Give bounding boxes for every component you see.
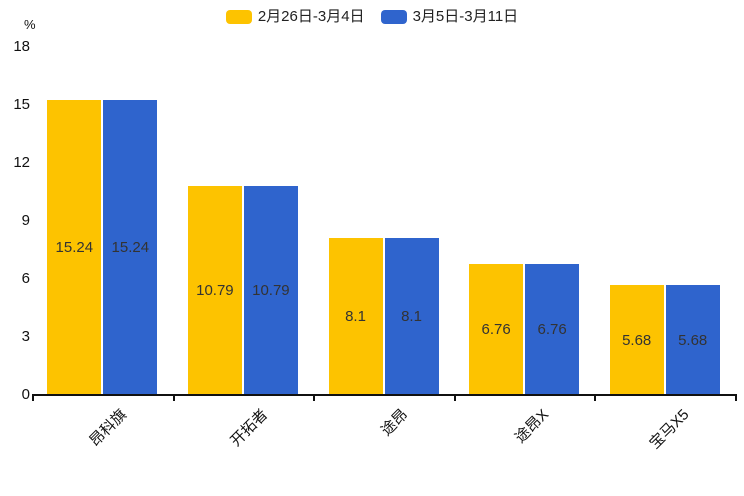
bar-value-label: 8.1 [345, 308, 366, 326]
x-axis-line [32, 394, 737, 396]
bar-series1-途昂X[interactable]: 6.76 [525, 264, 580, 395]
bar-series0-开拓者[interactable]: 10.79 [187, 186, 242, 395]
bar-series1-宝马X5[interactable]: 5.68 [665, 285, 720, 395]
bar-series0-宝马X5[interactable]: 5.68 [609, 285, 664, 395]
legend-swatch-icon [380, 10, 407, 24]
y-axis-tick-label: 6 [21, 270, 30, 287]
bar-value-label: 10.79 [196, 282, 234, 300]
x-axis-tick [172, 395, 175, 401]
y-axis-tick-label: 9 [21, 212, 30, 229]
y-axis-tick-label: 12 [13, 154, 30, 171]
x-axis-category-label: 途昂 [378, 406, 412, 440]
x-axis-tick [453, 395, 456, 401]
y-axis-tick-label: 15 [13, 96, 30, 113]
bar-value-label: 6.76 [537, 321, 567, 339]
legend-item-1[interactable]: 3月5日-3月11日 [380, 8, 519, 26]
x-axis-tick [594, 395, 597, 401]
bar-value-label: 8.1 [401, 308, 422, 326]
x-axis-category-label: 途昂X [511, 406, 553, 447]
y-axis-tick-label: 3 [21, 328, 30, 345]
bar-series0-途昂X[interactable]: 6.76 [469, 264, 524, 395]
x-axis-category-label: 昂科旗 [86, 406, 131, 450]
legend-swatch-icon [225, 10, 252, 24]
bar-value-label: 15.24 [111, 239, 150, 257]
legend-label: 2月26日-3月4日 [257, 8, 365, 25]
bar-value-label: 5.68 [622, 331, 652, 349]
bar-value-label: 15.24 [55, 239, 94, 257]
bar-series1-昂科旗[interactable]: 15.24 [103, 100, 158, 395]
x-axis-tick [735, 395, 737, 401]
bar-series1-开拓者[interactable]: 10.79 [243, 186, 298, 395]
legend-label: 3月5日-3月11日 [412, 8, 519, 25]
y-axis-tick-label: 0 [21, 386, 30, 403]
x-axis-tick [313, 395, 316, 401]
y-axis-tick-label: 18 [13, 38, 30, 55]
bar-value-label: 6.76 [481, 321, 511, 339]
bar-value-label: 5.68 [678, 331, 708, 349]
bar-series1-途昂[interactable]: 8.1 [384, 238, 439, 395]
bar-series0-途昂[interactable]: 8.1 [328, 238, 383, 395]
bar-series0-昂科旗[interactable]: 15.24 [47, 100, 102, 395]
x-axis-category-label: 宝马X5 [646, 406, 693, 453]
x-axis-tick [32, 395, 34, 401]
y-axis-unit-label: % [24, 17, 36, 32]
bar-value-label: 10.79 [252, 282, 290, 300]
legend-item-0[interactable]: 2月26日-3月4日 [225, 8, 365, 26]
chart-legend: 2月26日-3月4日 3月5日-3月11日 [0, 8, 744, 26]
x-axis-category-label: 开拓者 [227, 406, 272, 450]
